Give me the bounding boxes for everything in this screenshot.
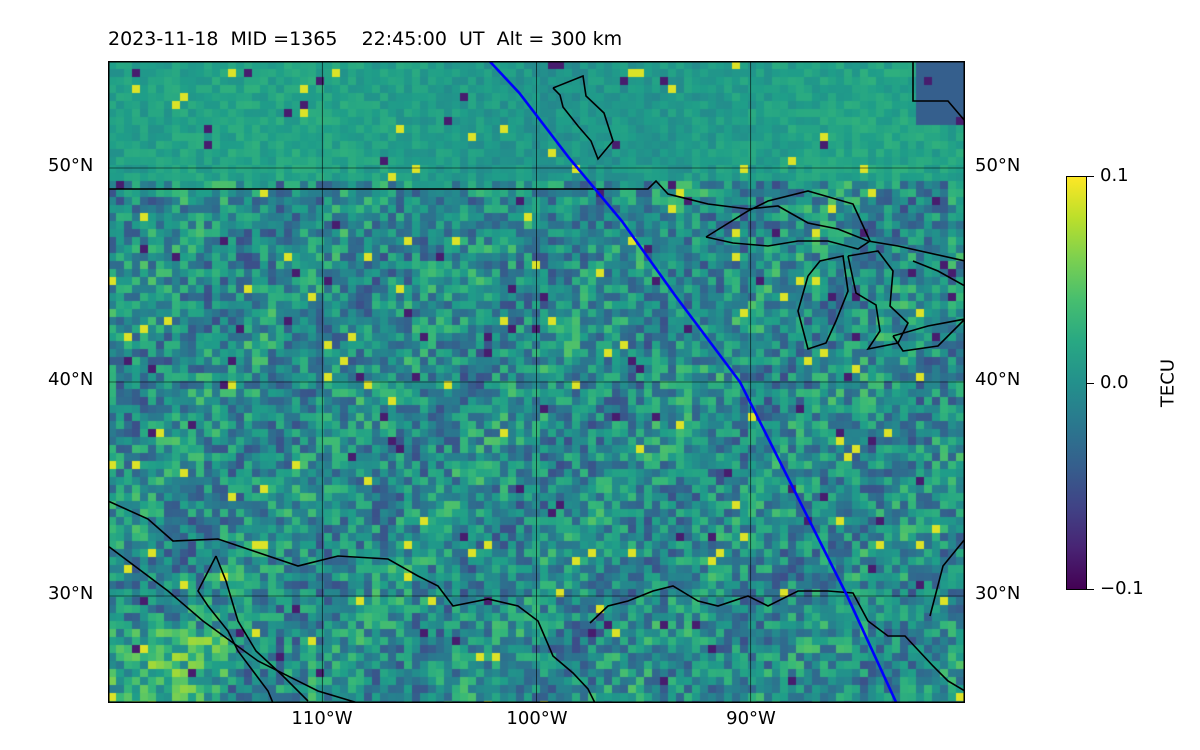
lake-michigan: [797, 255, 849, 351]
hudson-bay: [912, 61, 965, 122]
lon-label-110w: 110°W: [291, 708, 353, 729]
coastlines: [108, 61, 965, 703]
gridlines: [108, 61, 965, 703]
us-mexico-border: [108, 500, 596, 703]
colorbar-label-zero: 0.0: [1100, 372, 1129, 393]
lat-label-50-left: 50°N: [48, 155, 94, 176]
lat-label-40-left: 40°N: [48, 369, 94, 390]
lon-label-100w: 100°W: [506, 708, 568, 729]
mexico-west-coast: [108, 545, 359, 703]
colorbar-label-min: −0.1: [1100, 578, 1144, 599]
map-panel[interactable]: [108, 61, 965, 703]
lake-ontario: [912, 260, 965, 287]
colorbar-label-max: 0.1: [1100, 165, 1129, 186]
colorbar-tick-zero: [1087, 383, 1094, 384]
gulf-of-california: [215, 555, 309, 702]
canada-us-border: [108, 179, 965, 262]
colorbar-tick-max: [1087, 176, 1094, 177]
colorbar-tick-min: [1087, 589, 1094, 590]
map-frame: [108, 61, 965, 703]
lat-label-40-right: 40°N: [975, 369, 1021, 390]
florida: [929, 538, 965, 617]
lat-label-30-right: 30°N: [975, 583, 1021, 604]
gulf-coast: [589, 585, 965, 692]
lake-superior: [705, 190, 872, 250]
lon-label-90w: 90°W: [726, 708, 776, 729]
map-overlay: [108, 61, 965, 703]
lake-winnipeg: [552, 74, 614, 161]
colorbar: [1066, 176, 1087, 590]
lat-label-50-right: 50°N: [975, 155, 1021, 176]
lake-erie: [892, 318, 965, 352]
lat-label-30-left: 30°N: [48, 583, 94, 604]
map-title: 2023-11-18 MID =1365 22:45:00 UT Alt = 3…: [108, 28, 623, 50]
satellite-track: [488, 61, 898, 703]
colorbar-title: TECU: [1157, 358, 1179, 408]
baja-coast: [197, 555, 274, 703]
